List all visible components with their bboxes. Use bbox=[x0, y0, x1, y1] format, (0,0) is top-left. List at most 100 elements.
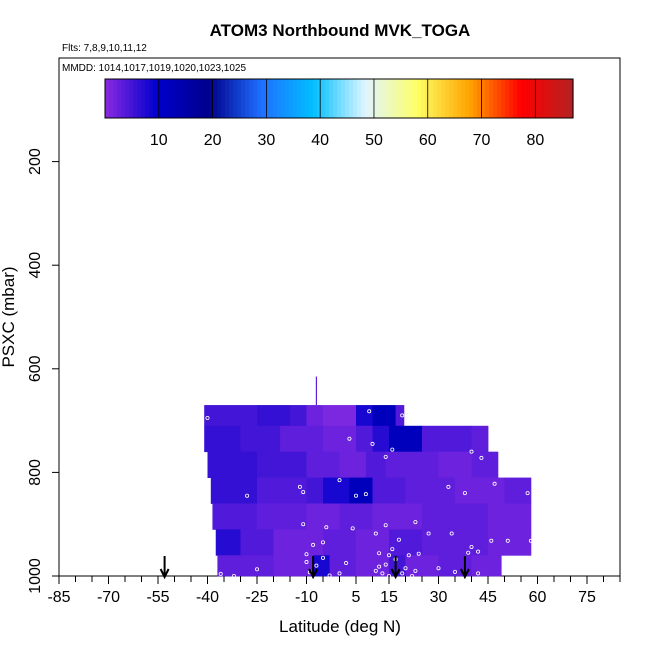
x-tick-label: -10 bbox=[295, 589, 318, 606]
sample-point bbox=[344, 561, 349, 566]
colorbar-swatch bbox=[517, 79, 522, 118]
colorbar-swatch bbox=[217, 79, 222, 118]
sample-point bbox=[390, 447, 395, 452]
colorbar-swatch bbox=[261, 79, 266, 118]
colorbar-swatch bbox=[281, 79, 286, 118]
colorbar-swatch bbox=[185, 79, 190, 118]
colorbar-swatch bbox=[413, 79, 418, 118]
heatmap-cell bbox=[240, 425, 281, 453]
sample-point bbox=[212, 568, 217, 573]
colorbar-swatch bbox=[209, 79, 214, 118]
heatmap-cell bbox=[504, 477, 532, 504]
sample-point bbox=[218, 571, 223, 576]
colorbar-swatch bbox=[465, 79, 470, 118]
y-tick-label: 800 bbox=[27, 459, 44, 486]
heatmap-cell bbox=[212, 503, 258, 530]
sample-point bbox=[413, 520, 418, 525]
heatmap-cell bbox=[372, 477, 406, 504]
sample-point bbox=[426, 531, 431, 536]
y-tick-label: 600 bbox=[27, 355, 44, 382]
sample-point bbox=[301, 490, 306, 495]
heatmap-cell bbox=[471, 555, 502, 577]
profile-marker-head bbox=[308, 568, 318, 580]
heatmap-cell bbox=[215, 529, 241, 556]
colorbar-swatch bbox=[109, 79, 114, 118]
x-tick-label: -85 bbox=[47, 589, 70, 606]
sample-point bbox=[436, 566, 441, 571]
dates-note: MMDD: 1014,1017,1019,1020,1023,1025 bbox=[62, 63, 246, 74]
colorbar-swatch bbox=[461, 79, 466, 118]
colorbar-swatch bbox=[205, 79, 210, 118]
colorbar-swatch bbox=[557, 79, 562, 118]
sample-point bbox=[413, 568, 418, 573]
heatmap-cells bbox=[204, 376, 532, 577]
colorbar-tick-label: 20 bbox=[204, 132, 222, 149]
x-tick-label: 75 bbox=[578, 589, 596, 606]
colorbar-swatch bbox=[401, 79, 406, 118]
heatmap-cell bbox=[471, 425, 489, 453]
colorbar-swatch bbox=[385, 79, 390, 118]
sample-point bbox=[320, 540, 325, 545]
colorbar-swatch bbox=[265, 79, 270, 118]
colorbar-swatch bbox=[165, 79, 170, 118]
colorbar-swatch bbox=[357, 79, 362, 118]
x-tick-label: 60 bbox=[529, 589, 547, 606]
heatmap-cell bbox=[422, 425, 472, 453]
heatmap-cell bbox=[313, 555, 330, 577]
colorbar-swatch bbox=[369, 79, 374, 118]
sample-point bbox=[383, 523, 388, 528]
heatmap-cell bbox=[405, 477, 456, 504]
heatmap-cell bbox=[204, 425, 241, 453]
colorbar-swatch bbox=[297, 79, 302, 118]
heatmap-cell bbox=[488, 503, 532, 530]
sample-point bbox=[304, 552, 309, 557]
sample-point bbox=[350, 526, 355, 531]
heatmap-cell bbox=[257, 503, 307, 530]
colorbar-swatch bbox=[169, 79, 174, 118]
heatmap-cell bbox=[204, 405, 258, 427]
sample-point bbox=[311, 542, 316, 547]
heatmap-cell bbox=[356, 555, 390, 577]
colorbar-tick-label: 30 bbox=[257, 132, 275, 149]
heatmap-cell bbox=[273, 555, 314, 577]
heatmap-cell bbox=[257, 451, 307, 478]
colorbar-swatch bbox=[105, 79, 110, 118]
sample-point bbox=[314, 563, 319, 568]
colorbar-swatch bbox=[325, 79, 330, 118]
colorbar-swatch bbox=[329, 79, 334, 118]
colorbar-swatch bbox=[429, 79, 434, 118]
sample-point bbox=[390, 547, 395, 552]
heatmap-cell bbox=[257, 477, 307, 504]
colorbar-tick-label: 10 bbox=[150, 132, 168, 149]
colorbar-swatch bbox=[309, 79, 314, 118]
colorbar-swatch bbox=[489, 79, 494, 118]
x-tick-label: -40 bbox=[196, 589, 219, 606]
heatmap-cell bbox=[389, 529, 423, 556]
colorbar-swatch bbox=[137, 79, 142, 118]
colorbar-swatch bbox=[425, 79, 430, 118]
x-tick-label: 30 bbox=[430, 589, 448, 606]
colorbar-swatch bbox=[549, 79, 554, 118]
colorbar-swatch bbox=[225, 79, 230, 118]
colorbar-swatch bbox=[189, 79, 194, 118]
y-axis: 200 400 600 800 1000 bbox=[27, 148, 59, 594]
colorbar-swatch bbox=[285, 79, 290, 118]
sample-point bbox=[301, 522, 306, 527]
sample-point bbox=[406, 553, 411, 558]
sample-point bbox=[476, 571, 481, 576]
colorbar-swatch bbox=[445, 79, 450, 118]
colorbar-swatch bbox=[409, 79, 414, 118]
sample-point bbox=[254, 567, 259, 572]
sample-point bbox=[383, 562, 388, 567]
profile-markers bbox=[159, 556, 470, 580]
colorbar-swatch bbox=[441, 79, 446, 118]
heatmap-cell bbox=[438, 451, 472, 478]
sample-point bbox=[320, 555, 325, 560]
colorbar-swatch bbox=[233, 79, 238, 118]
heatmap-cell bbox=[306, 451, 340, 478]
heatmap-cell bbox=[290, 405, 307, 427]
profile-marker-head bbox=[159, 568, 170, 580]
x-tick-label: -55 bbox=[146, 589, 169, 606]
heatmap-cell bbox=[372, 425, 390, 453]
